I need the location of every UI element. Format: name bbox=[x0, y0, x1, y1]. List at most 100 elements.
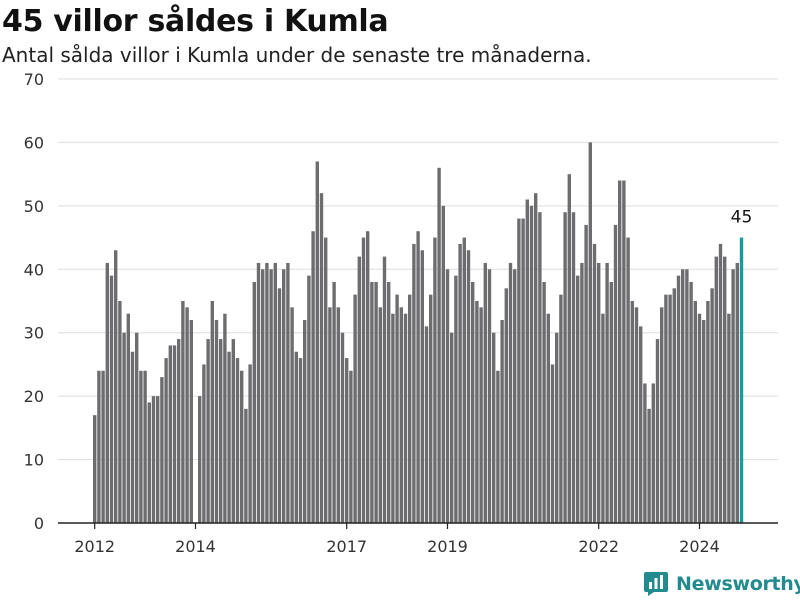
bar bbox=[450, 332, 454, 523]
newsworthy-logo-text: Newsworthy bbox=[676, 573, 800, 595]
bar bbox=[626, 237, 630, 523]
bar bbox=[655, 339, 660, 523]
y-tick-label: 70 bbox=[24, 70, 44, 89]
bar bbox=[479, 307, 483, 523]
bar bbox=[319, 193, 324, 524]
bar bbox=[231, 339, 235, 523]
bar bbox=[475, 301, 479, 523]
bar bbox=[382, 256, 387, 523]
bar bbox=[525, 199, 529, 523]
bar bbox=[542, 281, 546, 523]
chart-subtitle: Antal sålda villor i Kumla under de sena… bbox=[2, 43, 592, 67]
bar bbox=[660, 307, 664, 523]
bar bbox=[122, 332, 126, 523]
bar bbox=[424, 326, 429, 523]
bar bbox=[168, 345, 172, 523]
bar bbox=[126, 313, 130, 523]
bar bbox=[534, 193, 538, 524]
bar bbox=[416, 231, 420, 524]
bar bbox=[336, 307, 340, 523]
bar bbox=[324, 237, 328, 523]
bar bbox=[437, 167, 441, 524]
bar bbox=[303, 320, 307, 523]
bar bbox=[147, 402, 151, 523]
bar bbox=[370, 281, 374, 523]
bar bbox=[618, 180, 622, 524]
bar bbox=[261, 269, 265, 523]
bar bbox=[550, 364, 555, 523]
bar bbox=[307, 275, 311, 523]
bar bbox=[685, 269, 689, 523]
bar bbox=[395, 294, 399, 523]
bar bbox=[672, 288, 676, 523]
bar bbox=[328, 307, 332, 523]
bar bbox=[622, 180, 626, 524]
bar bbox=[681, 269, 685, 523]
bar bbox=[471, 281, 475, 523]
bar bbox=[601, 313, 605, 523]
bar bbox=[412, 243, 416, 523]
bar bbox=[731, 269, 735, 523]
bar bbox=[538, 212, 542, 523]
bar bbox=[584, 224, 588, 523]
bar bbox=[248, 364, 252, 523]
bar bbox=[613, 224, 618, 523]
bar bbox=[634, 307, 639, 523]
bar bbox=[689, 281, 693, 523]
bar bbox=[286, 262, 290, 523]
x-tick-label: 2022 bbox=[578, 537, 619, 556]
bar bbox=[109, 275, 114, 523]
bar bbox=[387, 281, 391, 523]
bar bbox=[676, 275, 681, 523]
bar bbox=[227, 351, 231, 523]
axes bbox=[58, 522, 778, 529]
bar bbox=[366, 231, 370, 524]
bar bbox=[361, 237, 366, 523]
bar bbox=[727, 313, 731, 523]
y-tick-label: 20 bbox=[24, 387, 44, 406]
y-tick-label: 30 bbox=[24, 324, 44, 343]
bar bbox=[458, 243, 462, 523]
bar bbox=[101, 370, 105, 523]
bar bbox=[114, 250, 118, 523]
bar bbox=[714, 256, 718, 523]
bar bbox=[93, 415, 97, 523]
bar bbox=[290, 307, 294, 523]
bar bbox=[139, 370, 143, 523]
bar bbox=[357, 256, 361, 523]
bar bbox=[340, 332, 345, 523]
bar bbox=[311, 231, 315, 524]
bar bbox=[496, 370, 500, 523]
bar bbox=[189, 320, 193, 523]
bar bbox=[555, 332, 559, 523]
bar bbox=[521, 218, 525, 524]
bar bbox=[164, 358, 168, 523]
bar bbox=[277, 288, 282, 523]
bar bbox=[244, 408, 248, 523]
bar bbox=[668, 294, 672, 523]
bar bbox=[353, 294, 357, 523]
bar bbox=[571, 212, 576, 523]
bar bbox=[210, 301, 214, 523]
bar bbox=[500, 320, 504, 523]
bar bbox=[462, 237, 466, 523]
newsworthy-logo: Newsworthy bbox=[644, 570, 800, 598]
bar bbox=[156, 396, 160, 523]
highlight-value-label: 45 bbox=[731, 208, 753, 228]
bar bbox=[298, 358, 303, 523]
bar bbox=[223, 313, 227, 523]
bar bbox=[135, 332, 139, 523]
bar bbox=[374, 281, 378, 523]
bar bbox=[576, 275, 580, 523]
bar bbox=[185, 307, 189, 523]
labels: 0 10 20 30 40 50 60 70 45 2012 2014 2017 2019 2022 202… bbox=[24, 70, 753, 556]
y-tick-label: 10 bbox=[24, 451, 44, 470]
bar bbox=[546, 313, 550, 523]
y-tick-label: 50 bbox=[24, 197, 44, 216]
bar bbox=[445, 269, 450, 523]
bar bbox=[588, 142, 592, 523]
x-tick-label: 2024 bbox=[679, 537, 720, 556]
bar bbox=[315, 161, 319, 523]
bar bbox=[345, 358, 349, 523]
bar bbox=[597, 262, 601, 523]
